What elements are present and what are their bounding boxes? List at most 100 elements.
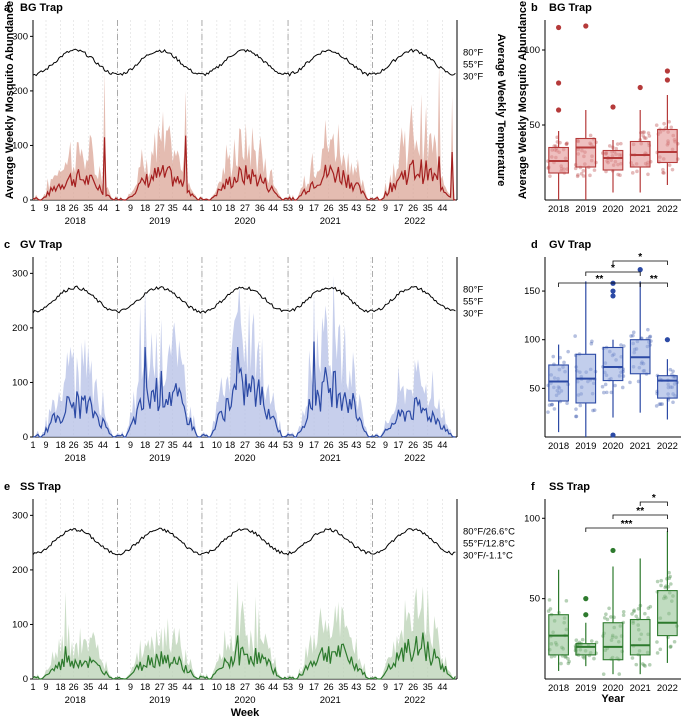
y-tick-label: 0 (23, 432, 28, 443)
data-point (591, 408, 595, 413)
week-tick-label: 44 (98, 203, 108, 213)
data-point (588, 133, 593, 138)
box (602, 622, 624, 661)
data-point (658, 402, 663, 406)
panel-a (30, 20, 458, 202)
significance-bracket (639, 282, 668, 287)
week-tick-label: 27 (155, 203, 165, 213)
data-point (620, 385, 625, 390)
year-label: 2021 (320, 216, 341, 227)
week-tick-label: 35 (83, 440, 93, 450)
week-tick-label: 26 (324, 682, 334, 692)
week-tick-label: 44 (437, 203, 447, 213)
category-label: 2018 (548, 204, 569, 215)
category-label: 2022 (657, 204, 678, 215)
data-point (550, 402, 554, 407)
week-tick-label: 44 (98, 440, 108, 450)
data-point (607, 144, 612, 148)
data-point (641, 130, 645, 135)
data-point (636, 606, 641, 611)
week-tick-label: 18 (225, 682, 235, 692)
week-tick-label: 17 (394, 440, 404, 450)
week-tick-label: 9 (383, 203, 388, 213)
data-point (551, 354, 556, 359)
data-point (546, 609, 551, 613)
panel-title: GV Trap (549, 239, 591, 251)
data-point (576, 173, 580, 177)
data-point (590, 339, 594, 344)
data-point (646, 606, 651, 610)
week-tick-label: 36 (255, 203, 265, 213)
temperature-line (32, 527, 456, 556)
year-label: 2020 (234, 216, 255, 227)
data-point (609, 615, 613, 619)
outlier-point (664, 77, 671, 83)
category-label: 2020 (602, 683, 623, 694)
data-point (662, 121, 666, 126)
data-point (648, 334, 653, 339)
week-tick-label: 18 (140, 440, 150, 450)
data-point (648, 604, 653, 609)
year-label: 2022 (404, 695, 425, 706)
data-point (639, 130, 643, 135)
week-tick-label: 18 (225, 440, 235, 450)
year-label: 2020 (234, 695, 255, 706)
right-axis-label: Average Weekly Temperature (495, 34, 507, 187)
panel-d (542, 257, 681, 438)
data-point (640, 662, 645, 666)
data-point (581, 654, 585, 659)
data-point (654, 404, 659, 408)
week-tick-label: 26 (69, 440, 79, 450)
temperature-label: 30°F (463, 72, 483, 83)
data-point (618, 173, 622, 178)
y-tick-label: 100 (12, 619, 28, 630)
temperature-label: 55°F/12.8°C (463, 539, 515, 550)
ci-band (33, 580, 456, 679)
data-point (667, 576, 672, 581)
significance-bracket (612, 514, 668, 519)
data-point (565, 141, 569, 145)
data-point (663, 585, 668, 590)
box (602, 149, 624, 171)
data-point (564, 142, 569, 146)
week-tick-label: 17 (309, 203, 319, 213)
panel-f (542, 499, 681, 680)
category-label: 2018 (548, 683, 569, 694)
year-label: 2019 (149, 216, 170, 227)
week-tick-label: 27 (240, 203, 250, 213)
panel-e (30, 499, 458, 680)
panel-letter: e (4, 481, 10, 493)
data-point (628, 380, 632, 385)
significance-label: *** (621, 519, 633, 530)
data-point (671, 369, 675, 374)
outlier-point (583, 612, 589, 618)
week-tick-label: 17 (394, 203, 404, 213)
week-tick-label: 26 (69, 203, 79, 213)
week-tick-label: 43 (351, 203, 361, 213)
y-axis-label: Average Weekly Mosquito Abundance (517, 1, 529, 199)
data-point (659, 578, 664, 583)
panel-title: GV Trap (20, 239, 62, 251)
box (575, 643, 597, 656)
week-tick-label: 52 (366, 682, 376, 692)
data-point (630, 612, 634, 616)
y-tick-label: 50 (529, 383, 540, 394)
data-point (549, 654, 554, 659)
data-point (589, 341, 594, 346)
data-point (575, 174, 580, 179)
week-tick-label: 18 (140, 682, 150, 692)
panel-title: BG Trap (20, 2, 63, 14)
week-tick-label: 35 (338, 440, 348, 450)
outlier-point (637, 84, 643, 91)
panel-letter: d (531, 239, 538, 251)
outlier-point (556, 107, 562, 113)
data-point (600, 384, 605, 389)
week-tick-label: 17 (394, 682, 404, 692)
data-point (574, 638, 579, 643)
mean-line (32, 341, 456, 438)
data-point (616, 172, 620, 177)
data-point (667, 570, 671, 575)
week-tick-label: 9 (299, 203, 304, 213)
week-tick-label: 44 (268, 203, 278, 213)
data-point (634, 662, 639, 667)
